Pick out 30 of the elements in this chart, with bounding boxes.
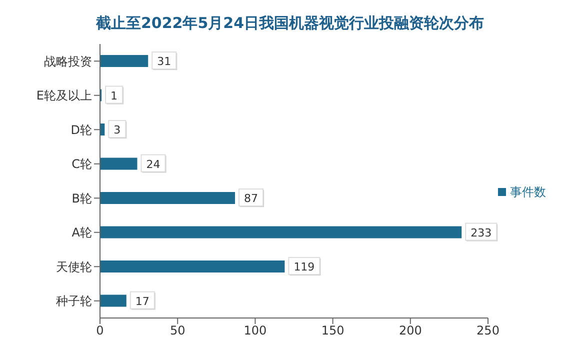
chart-title: 截止至2022年5月24日我国机器视觉行业投融资轮次分布 [94,13,486,34]
bar [100,260,285,272]
legend-label: 事件数 [510,184,546,198]
x-tick-label: 100 [244,324,267,338]
bar [100,192,236,204]
y-tick-label: D轮 [70,122,92,137]
x-tick-label: 250 [476,324,500,338]
x-tick-label: 150 [321,324,344,338]
data-label: 1 [110,89,118,102]
y-tick-label: E轮及以上 [36,88,92,103]
data-label: 87 [244,192,258,205]
data-label: 233 [470,226,492,240]
data-label: 31 [157,55,172,68]
x-tick-label: 0 [96,324,104,338]
bar [100,158,138,170]
x-tick-label: 200 [398,324,422,338]
data-label: 24 [146,158,160,171]
y-tick-label: A轮 [72,226,92,240]
data-label: 3 [114,124,121,136]
data-label: 119 [294,260,315,274]
y-tick-label: 天使轮 [56,260,92,274]
y-tick-label: C轮 [72,157,92,172]
bar [100,226,462,238]
y-tick-label: 战略投资 [44,54,92,68]
bar [100,294,126,307]
y-tick-label: B轮 [72,191,92,206]
data-label: 17 [135,294,150,308]
bar [100,55,148,67]
y-tick-label: 种子轮 [56,294,92,308]
x-tick-label: 50 [170,324,186,338]
